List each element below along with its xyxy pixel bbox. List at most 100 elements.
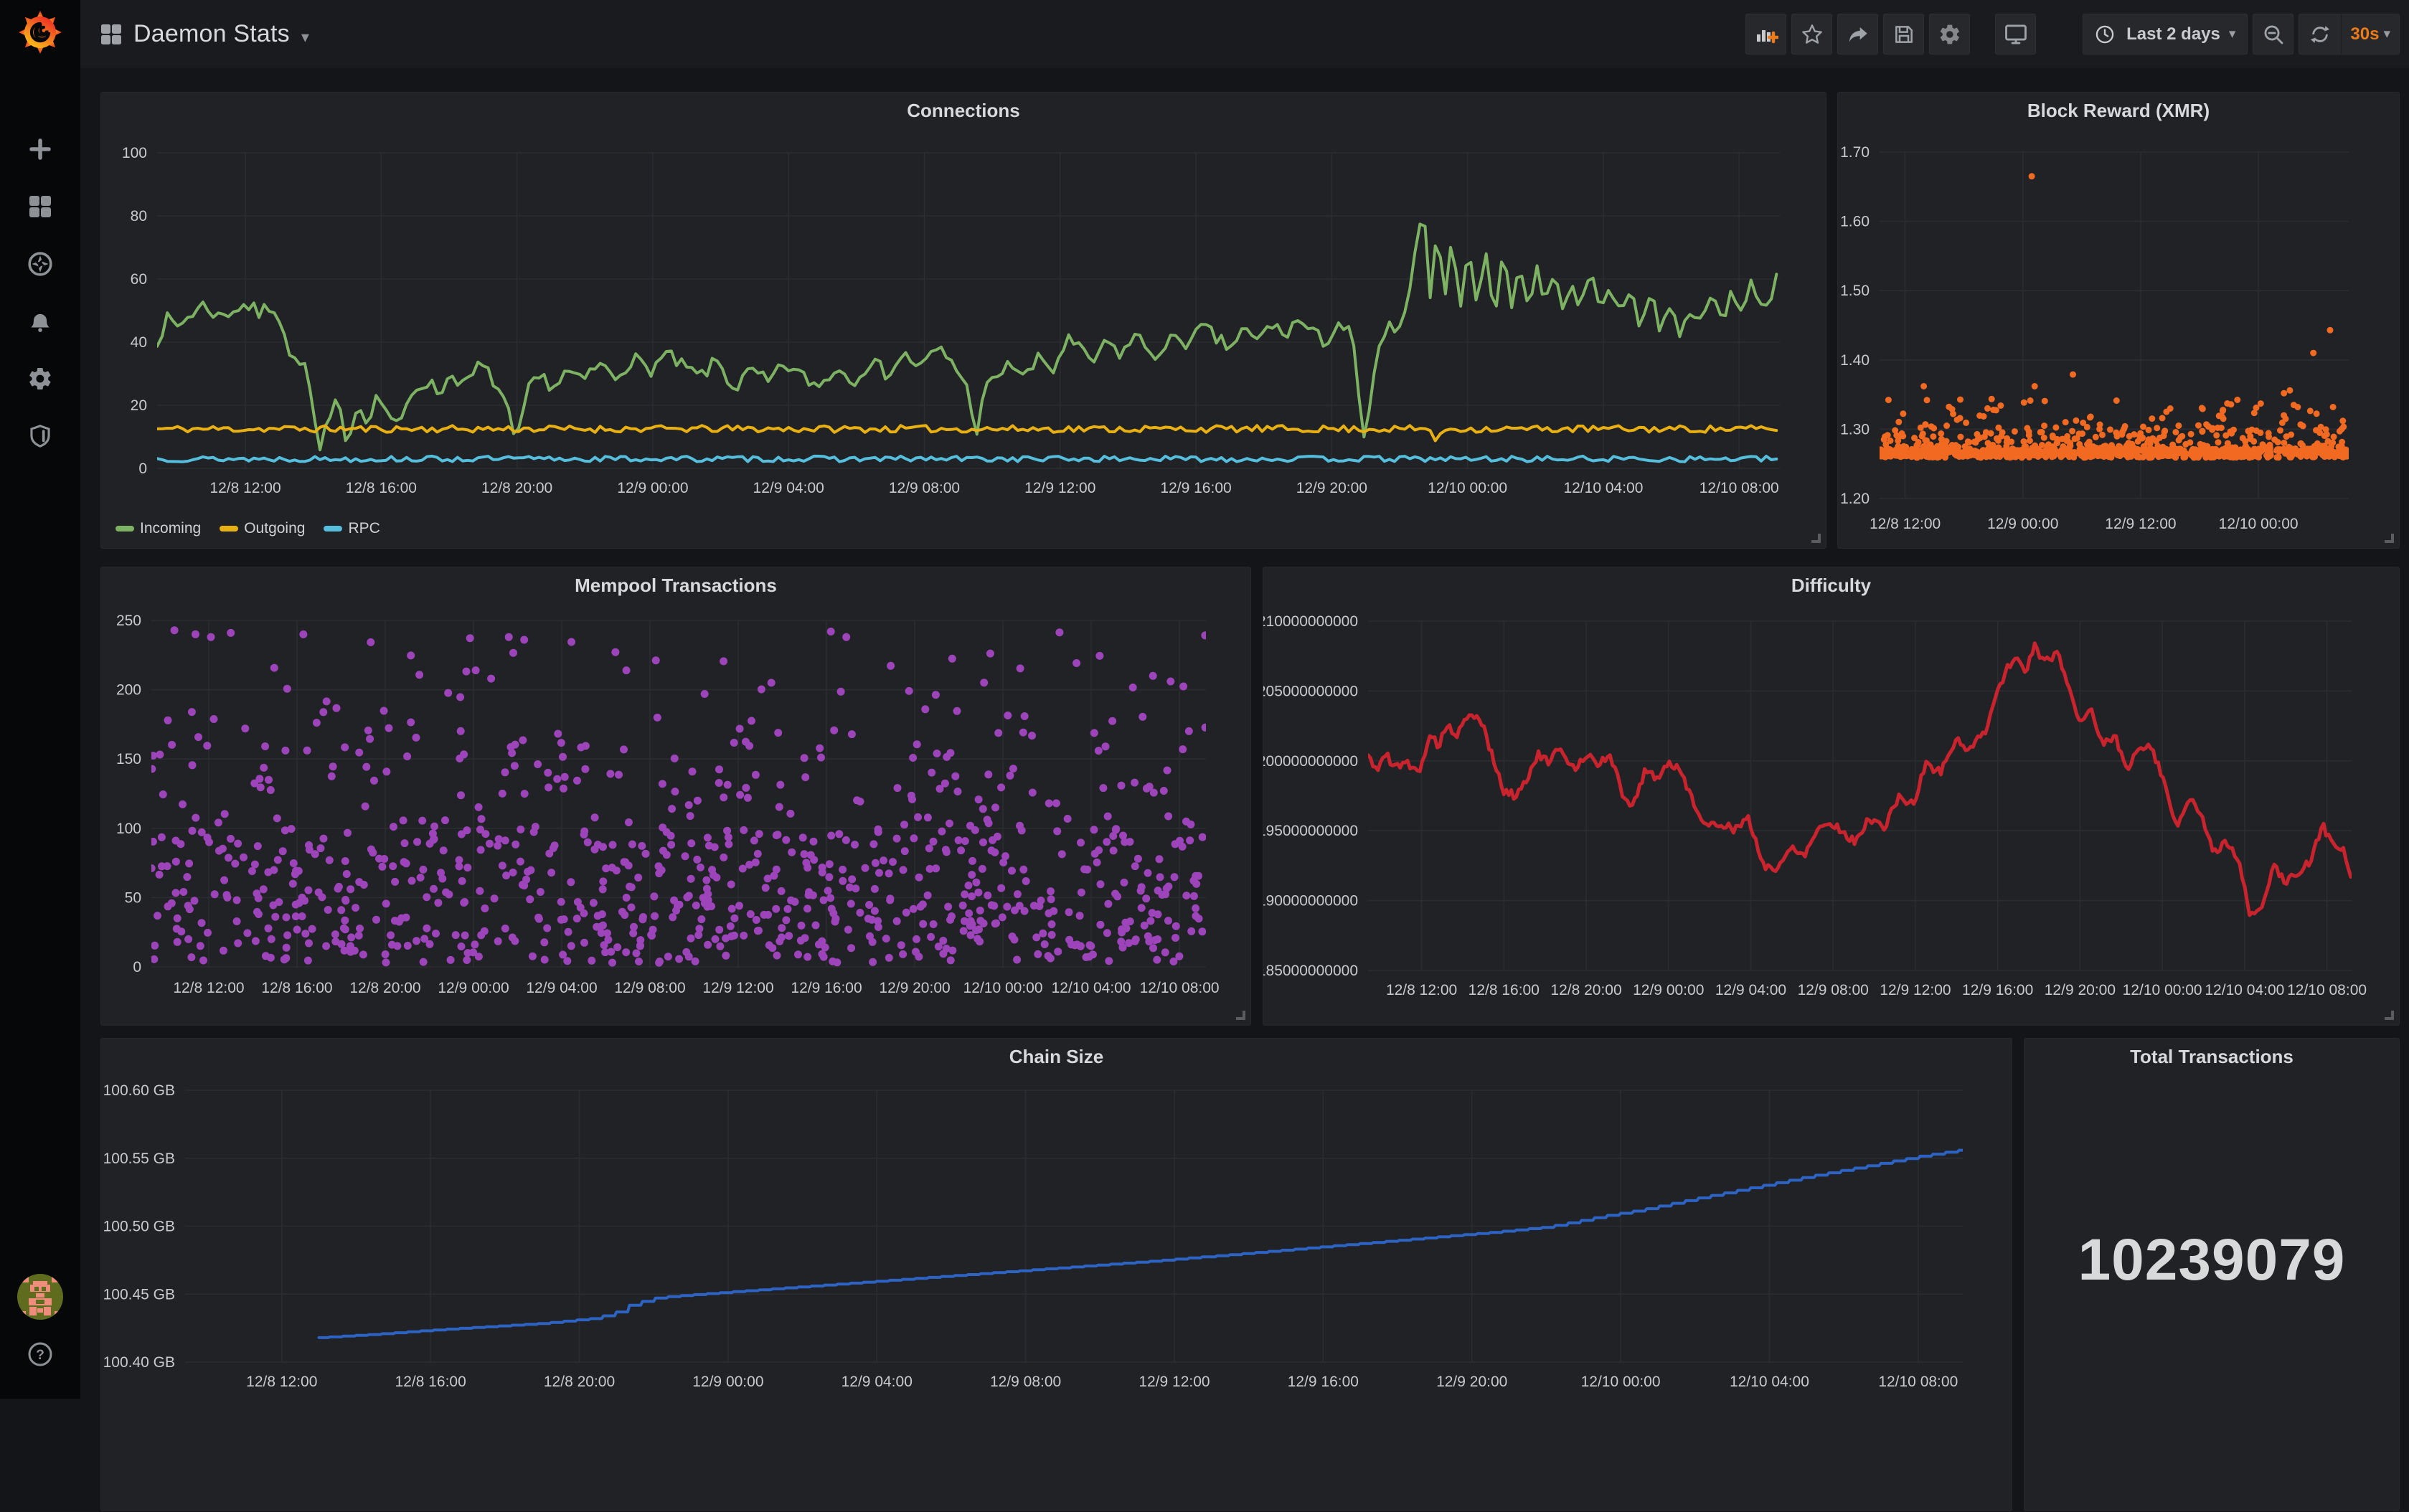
x-axis-tick: 12/8 12:00 — [1870, 516, 1941, 532]
legend-swatch — [220, 526, 238, 531]
x-axis-tick: 12/9 12:00 — [1024, 480, 1095, 496]
y-axis-tick: 250 — [116, 613, 141, 629]
graph-canvas[interactable]: 10080604020012/8 12:0012/8 16:0012/8 20:… — [101, 93, 1827, 549]
sidebar-item-dashboards[interactable] — [27, 194, 53, 219]
legend-swatch — [116, 526, 134, 531]
panel-title[interactable]: Difficulty — [1263, 575, 2399, 597]
x-axis-tick: 12/9 08:00 — [614, 980, 685, 996]
sidebar-item-server-admin[interactable] — [27, 423, 53, 449]
y-axis-tick: 1.60 — [1840, 214, 1870, 230]
y-axis-tick: 0 — [138, 460, 147, 477]
x-axis-tick: 12/9 08:00 — [1798, 982, 1869, 998]
refresh-interval-dropdown[interactable]: 30s ▾ — [2342, 14, 2399, 54]
y-axis-tick: 100 — [116, 821, 141, 837]
y-axis-tick: 150 — [116, 751, 141, 767]
panel-title[interactable]: Chain Size — [101, 1046, 2012, 1068]
time-range-picker[interactable]: Last 2 days ▾ — [2083, 14, 2248, 55]
gear-icon — [27, 366, 53, 392]
dashboards-icon — [27, 194, 53, 219]
x-axis-tick: 12/9 16:00 — [791, 980, 862, 996]
plus-icon — [32, 141, 49, 158]
refresh-button[interactable] — [2299, 14, 2342, 54]
dashboard-grid-icon — [100, 24, 122, 45]
x-axis-tick: 12/8 12:00 — [246, 1374, 317, 1390]
graph-canvas[interactable]: 1.701.601.501.401.301.2012/8 12:0012/9 0… — [1838, 93, 2400, 549]
panel-connections[interactable]: Connections IncomingOutgoingRPC 10080604… — [100, 92, 1826, 549]
legend-item-rpc[interactable]: RPC — [324, 520, 380, 537]
y-axis-tick: 205000000000 — [1263, 683, 1358, 699]
x-axis-tick: 12/9 04:00 — [526, 980, 597, 996]
help-icon[interactable]: ? — [27, 1341, 53, 1367]
x-axis-tick: 12/10 04:00 — [2205, 982, 2284, 998]
y-axis-tick: 200000000000 — [1263, 753, 1358, 770]
y-axis-tick: 20 — [131, 397, 147, 414]
y-axis-tick: 50 — [125, 889, 141, 906]
dashboard-title-button[interactable]: Daemon Stats ▾ — [80, 20, 309, 48]
top-nav: Daemon Stats ▾ — [80, 0, 2409, 68]
x-axis-tick: 12/9 20:00 — [879, 980, 950, 996]
x-axis-tick: 12/9 08:00 — [990, 1374, 1061, 1390]
panel-mempool-transactions[interactable]: Mempool Transactions 25020015010050012/8… — [100, 567, 1251, 1026]
y-axis-tick: 185000000000 — [1263, 963, 1358, 979]
zoom-out-button[interactable] — [2253, 14, 2294, 55]
x-axis-tick: 12/9 00:00 — [1987, 516, 2058, 532]
graph-canvas[interactable]: 2100000000002050000000002000000000001950… — [1263, 567, 2400, 1026]
legend-item-incoming[interactable]: Incoming — [116, 520, 201, 537]
x-axis-tick: 12/8 16:00 — [261, 980, 332, 996]
x-axis-tick: 12/8 16:00 — [1468, 982, 1540, 998]
graph-canvas[interactable]: 100.60 GB100.55 GB100.50 GB100.45 GB100.… — [101, 1039, 2013, 1512]
y-axis-tick: 40 — [131, 334, 147, 351]
x-axis-tick: 12/8 16:00 — [346, 480, 417, 496]
time-range-label: Last 2 days — [2122, 24, 2225, 44]
y-axis-tick: 0 — [133, 959, 141, 975]
panel-total-transactions[interactable]: Total Transactions 10239079 — [2024, 1038, 2400, 1511]
user-avatar[interactable] — [17, 1274, 63, 1320]
y-axis-tick: 100 — [122, 145, 147, 161]
x-axis-tick: 12/10 08:00 — [1700, 480, 1779, 496]
star-dashboard-button[interactable] — [1791, 14, 1832, 55]
y-axis-tick: 200 — [116, 682, 141, 699]
y-axis-tick: 1.40 — [1840, 352, 1870, 369]
add-panel-button[interactable] — [1745, 14, 1786, 55]
save-dashboard-button[interactable] — [1883, 14, 1924, 55]
chevron-down-icon: ▾ — [301, 22, 309, 47]
x-axis-tick: 12/9 16:00 — [1962, 982, 2033, 998]
panel-chain-size[interactable]: Chain Size 100.60 GB100.55 GB100.50 GB10… — [100, 1038, 2012, 1511]
x-axis-tick: 12/10 04:00 — [1730, 1374, 1809, 1390]
sidebar-item-configuration[interactable] — [27, 366, 53, 392]
y-axis-tick: 1.20 — [1840, 491, 1870, 507]
gear-icon — [1938, 23, 1961, 46]
panel-title[interactable]: Connections — [101, 100, 1826, 122]
legend-item-outgoing[interactable]: Outgoing — [220, 520, 305, 537]
tv-mode-button[interactable] — [1995, 14, 2036, 55]
x-axis-tick: 12/10 04:00 — [1052, 980, 1131, 996]
x-axis-tick: 12/9 12:00 — [1880, 982, 1951, 998]
share-icon — [1847, 23, 1870, 46]
bell-icon — [27, 308, 53, 334]
grafana-logo-icon[interactable] — [17, 9, 63, 55]
refresh-interval-label: 30s — [2350, 24, 2379, 44]
y-axis-tick: 80 — [131, 208, 147, 225]
sidebar-item-explore[interactable] — [27, 251, 53, 277]
graph-canvas[interactable]: 25020015010050012/8 12:0012/8 16:0012/8 … — [101, 567, 1252, 1026]
panel-difficulty[interactable]: Difficulty 210000000000 205000000000 20000… — [1263, 567, 2400, 1026]
sidebar-item-alerting[interactable] — [27, 308, 53, 334]
shield-icon — [28, 424, 52, 448]
panel-block-reward[interactable]: Block Reward (XMR) 1.701.601.501.401.301… — [1837, 92, 2400, 549]
x-axis-tick: 12/9 16:00 — [1288, 1374, 1359, 1390]
x-axis-tick: 12/8 20:00 — [1550, 982, 1621, 998]
legend: Incoming Outgoing RPC — [116, 520, 380, 537]
x-axis-tick: 12/9 00:00 — [438, 980, 509, 996]
x-axis-tick: 12/9 04:00 — [753, 480, 824, 496]
panel-title[interactable]: Total Transactions — [2024, 1046, 2399, 1068]
y-axis-tick: 1.50 — [1840, 283, 1870, 299]
y-axis-tick: 210000000000 — [1263, 613, 1358, 630]
panel-title[interactable]: Mempool Transactions — [101, 575, 1250, 597]
sidebar-item-create[interactable] — [27, 136, 53, 162]
share-dashboard-button[interactable] — [1837, 14, 1878, 55]
x-axis-tick: 12/8 12:00 — [209, 480, 280, 496]
x-axis-tick: 12/9 00:00 — [692, 1374, 763, 1390]
panel-title[interactable]: Block Reward (XMR) — [1838, 100, 2399, 122]
y-axis-tick: 100.45 GB — [103, 1286, 175, 1303]
dashboard-settings-button[interactable] — [1929, 14, 1970, 55]
